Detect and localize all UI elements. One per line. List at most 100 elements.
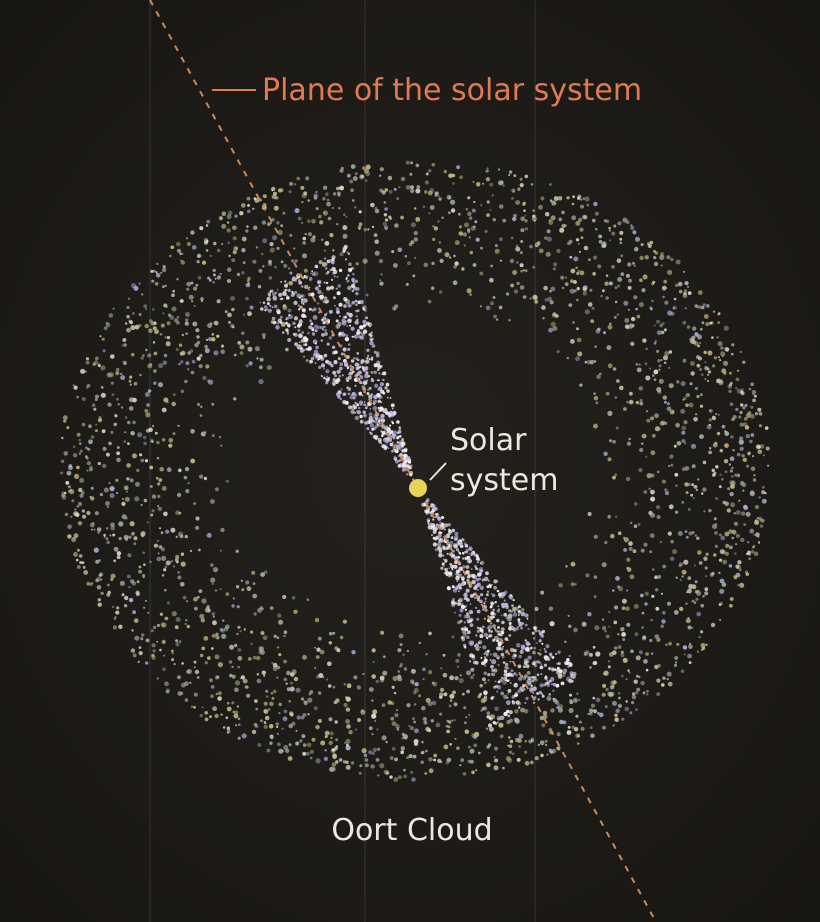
dust <box>621 717 625 721</box>
dust <box>742 360 746 364</box>
dust <box>486 593 489 597</box>
dust <box>138 646 142 649</box>
dust <box>345 764 351 770</box>
dust <box>565 565 568 568</box>
dust <box>524 647 530 652</box>
dust <box>623 548 627 552</box>
dust <box>318 260 323 265</box>
dust <box>314 324 319 329</box>
dust <box>71 537 77 543</box>
dust <box>341 374 344 377</box>
dust <box>502 766 505 770</box>
dust <box>339 362 344 367</box>
dust <box>714 531 718 535</box>
dust <box>587 612 592 617</box>
dust <box>437 758 442 764</box>
dust <box>341 332 346 337</box>
dust <box>666 406 672 412</box>
dust <box>180 360 184 364</box>
dust <box>85 360 90 365</box>
dust <box>362 258 368 264</box>
dust <box>79 449 83 453</box>
dust <box>700 393 703 397</box>
dust <box>733 521 739 527</box>
dust <box>761 490 766 495</box>
dust <box>61 436 64 440</box>
dust <box>479 599 483 604</box>
dust <box>505 756 511 761</box>
dust <box>689 337 693 341</box>
dust <box>293 183 297 186</box>
dust <box>605 687 609 692</box>
dust <box>268 276 272 280</box>
dust <box>490 664 494 669</box>
dust <box>320 326 324 330</box>
dust <box>383 213 388 217</box>
dust <box>556 732 561 737</box>
dust <box>428 508 430 511</box>
dust <box>234 687 239 693</box>
dust <box>242 313 246 316</box>
dust <box>755 521 758 524</box>
dust <box>222 726 226 729</box>
dust <box>172 432 176 436</box>
dust <box>365 179 368 182</box>
dust <box>477 649 480 651</box>
dust <box>597 327 601 331</box>
dust <box>175 535 178 539</box>
dust <box>463 643 467 647</box>
dust <box>475 577 480 582</box>
dust <box>458 590 460 593</box>
dust <box>625 220 630 225</box>
dust <box>649 244 652 247</box>
dust <box>154 431 158 435</box>
dust <box>306 742 312 748</box>
dust <box>556 702 560 706</box>
dust <box>355 287 360 291</box>
dust <box>390 701 395 706</box>
dust <box>346 743 349 747</box>
dust <box>578 217 583 222</box>
dust <box>431 534 433 536</box>
dust <box>114 414 118 418</box>
dust <box>152 425 154 427</box>
dust <box>161 407 167 413</box>
dust <box>199 653 204 658</box>
dust <box>600 294 603 298</box>
dust <box>391 747 396 751</box>
dust <box>405 160 410 165</box>
dust <box>134 635 140 641</box>
dust <box>393 455 397 459</box>
dust <box>66 470 72 476</box>
dust <box>182 595 187 600</box>
dust <box>644 362 648 366</box>
dust <box>479 634 484 639</box>
dust <box>640 548 645 553</box>
dust <box>638 386 643 391</box>
dust <box>741 388 744 391</box>
dust <box>115 371 120 376</box>
dust <box>469 759 474 764</box>
dust <box>180 561 186 567</box>
dust <box>518 621 523 626</box>
dust <box>364 373 369 379</box>
dust <box>498 305 503 310</box>
dust <box>684 281 689 286</box>
dust <box>493 601 496 604</box>
dust <box>457 602 461 606</box>
dust <box>294 342 298 347</box>
dust <box>318 311 321 314</box>
dust <box>396 441 399 443</box>
dust <box>643 542 648 547</box>
dust <box>60 459 65 463</box>
dust <box>307 346 312 351</box>
dust <box>390 716 395 721</box>
dust <box>239 677 242 680</box>
dust <box>439 258 444 263</box>
dust <box>645 652 649 656</box>
dust <box>520 626 523 630</box>
dust <box>379 410 381 412</box>
dust <box>613 620 618 625</box>
dust <box>341 318 346 323</box>
dust <box>465 716 468 719</box>
